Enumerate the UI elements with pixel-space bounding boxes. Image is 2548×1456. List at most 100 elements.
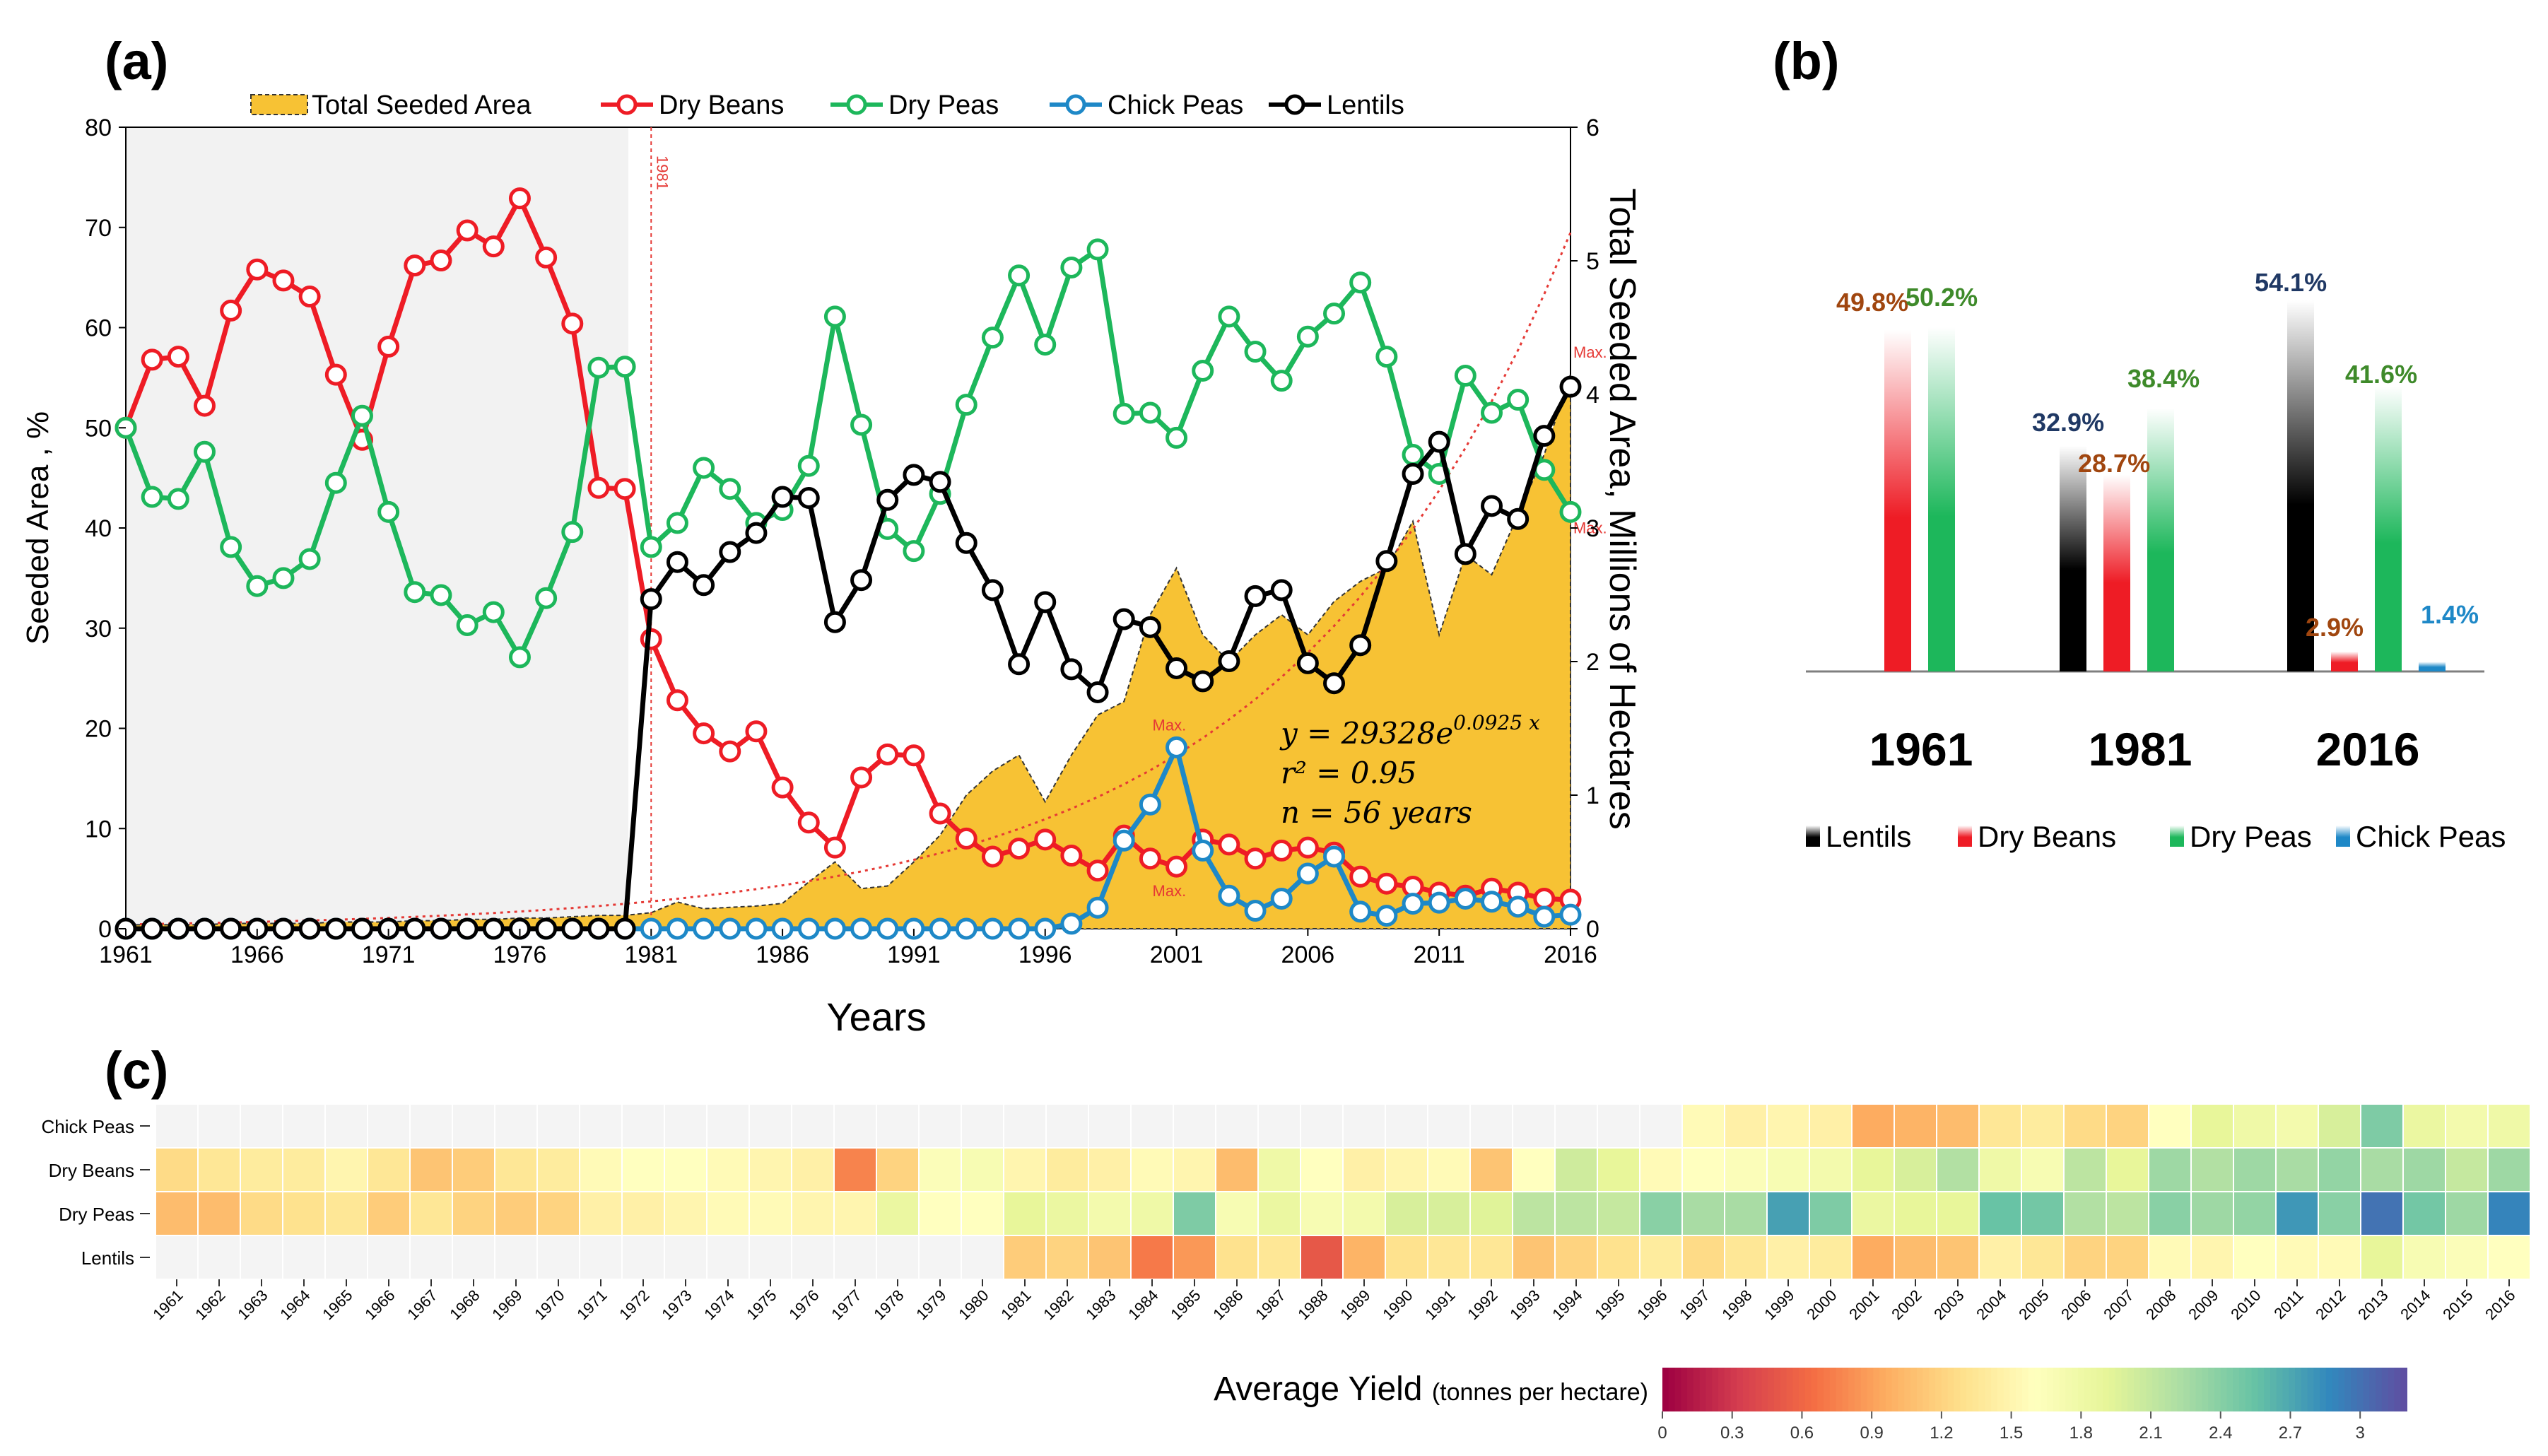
heatmap-cell: [2190, 1191, 2234, 1236]
heatmap-cell: [2445, 1147, 2489, 1192]
dry-peas-point: [1454, 365, 1476, 387]
chick-peas-point: [1166, 736, 1188, 758]
heatmap-cell: [706, 1147, 750, 1192]
col-label-1983: 1983: [1082, 1286, 1119, 1323]
dry-peas-point: [246, 575, 269, 597]
heatmap-cell: [664, 1103, 708, 1149]
dry-peas-point: [1166, 426, 1188, 449]
heatmap-cell: [1554, 1235, 1598, 1280]
heatmap-cell: [961, 1147, 1004, 1192]
heatmap-cell: [791, 1191, 835, 1236]
dry-peas-point: [1112, 402, 1135, 425]
heatmap-cell: [324, 1103, 368, 1149]
heatmap-cell: [1215, 1103, 1259, 1149]
colorbar: 0 0.3 0.6 0.9 1.2 1.5 1.8 2.1 2.4 2.7 3 Average Yie…: [1214, 1368, 2407, 1443]
colorbar-segment: [2289, 1368, 2296, 1411]
colorbar-segment: [2356, 1368, 2364, 1411]
heatmap-cell: [2106, 1235, 2149, 1280]
legend-label-b-lentils: Lentils: [1826, 820, 1911, 853]
dry-beans-point: [298, 286, 321, 308]
colorbar-segment: [1891, 1368, 1899, 1411]
dry-peas-point: [640, 536, 662, 558]
dry-peas-point: [141, 486, 163, 508]
heatmap-cell: [2190, 1103, 2234, 1149]
x-tick-label: 1966: [230, 941, 284, 968]
x-tick-label: 1976: [493, 941, 547, 968]
col-label-1987: 1987: [1252, 1286, 1288, 1323]
dry-peas-point: [1507, 389, 1530, 411]
heatmap-cell: [1257, 1235, 1301, 1280]
col-label-1989: 1989: [1337, 1286, 1373, 1323]
colorbar-segment: [2376, 1368, 2383, 1411]
heatmap-cell: [1724, 1235, 1768, 1280]
dry-beans-point: [771, 776, 794, 799]
col-label-1991: 1991: [1421, 1286, 1458, 1323]
dry-peas-point: [508, 646, 531, 669]
heatmap-cell: [1427, 1235, 1471, 1280]
lentils-point: [430, 917, 452, 940]
dry-peas-point: [1139, 401, 1161, 424]
colorbar-segment: [1662, 1368, 1669, 1411]
dry-peas-point: [1218, 305, 1240, 328]
heatmap-cell: [1045, 1235, 1089, 1280]
col-label-2000: 2000: [1803, 1286, 1840, 1323]
colorbar-segment: [1916, 1368, 1924, 1411]
colorbar-segment: [2338, 1368, 2346, 1411]
colorbar-segment: [1966, 1368, 1973, 1411]
chick-peas-point: [1349, 900, 1372, 923]
y-right-tick-label: 4: [1586, 382, 1599, 409]
col-label-1969: 1969: [488, 1286, 525, 1323]
y-axis-label-left: Seeded Area , %: [20, 411, 55, 645]
colorbar-tick-label: 0.3: [1720, 1423, 1744, 1443]
colorbar-segment: [2276, 1368, 2284, 1411]
heatmap-cell: [536, 1191, 580, 1236]
dry-peas-point: [1034, 334, 1057, 356]
colorbar-segment: [1712, 1368, 1719, 1411]
heatmap-cell: [1300, 1147, 1344, 1192]
chick-peas-point: [1507, 896, 1530, 918]
heatmap-cell: [1512, 1147, 1556, 1192]
colorbar-tick-label: 1.8: [2069, 1423, 2093, 1443]
col-label-2001: 2001: [1845, 1286, 1882, 1323]
lentils-point: [141, 917, 163, 940]
colorbar-segment: [1904, 1368, 1911, 1411]
dry-beans-point: [613, 478, 636, 500]
heatmap-cell: [2402, 1103, 2446, 1149]
col-label-1998: 1998: [1718, 1286, 1755, 1323]
colorbar-segment: [2139, 1368, 2147, 1411]
dry-peas-point: [903, 540, 925, 563]
lentils-point: [1192, 670, 1214, 693]
dry-peas-point: [1244, 341, 1267, 363]
dry-peas-point: [1349, 271, 1372, 294]
dry-beans-point: [1086, 859, 1109, 882]
colorbar-segment: [1699, 1368, 1707, 1411]
heatmap-cell: [1173, 1191, 1216, 1236]
colorbar-tick-label: 1.2: [1930, 1423, 1953, 1443]
colorbar-segment: [2251, 1368, 2259, 1411]
colorbar-segment: [2059, 1368, 2067, 1411]
heatmap-cell: [1088, 1235, 1132, 1280]
dry-beans-point: [193, 394, 216, 417]
dry-beans-point: [220, 299, 242, 322]
heatmap-cell: [1045, 1191, 1089, 1236]
lentils-point: [1139, 616, 1161, 638]
chick-peas-point: [876, 917, 899, 940]
col-label-1996: 1996: [1633, 1286, 1670, 1323]
colorbar-segment: [2090, 1368, 2098, 1411]
heatmap-cell: [1681, 1191, 1725, 1236]
data-label-lentils-1981: 32.9%: [2032, 408, 2104, 437]
dry-peas-point: [1375, 346, 1398, 368]
colorbar-segment: [1749, 1368, 1756, 1411]
heatmap-cell: [494, 1191, 538, 1236]
chick-peas-point: [693, 917, 715, 940]
dry-peas-point: [298, 548, 321, 570]
colorbar-segment: [2108, 1368, 2116, 1411]
colorbar-segment: [1842, 1368, 1850, 1411]
heatmap-cell: [2275, 1191, 2319, 1236]
dry-peas-point: [1008, 264, 1031, 287]
dry-peas-point: [482, 601, 505, 623]
colorbar-segment: [1743, 1368, 1750, 1411]
category-label-2016: 2016: [2316, 723, 2420, 775]
chick-peas-point: [1060, 912, 1083, 935]
heatmap-cell: [1215, 1147, 1259, 1192]
